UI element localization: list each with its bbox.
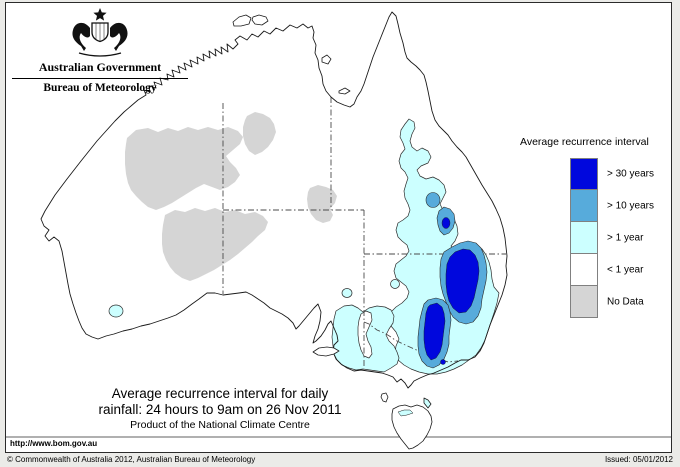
tiwi-island-west (232, 14, 252, 27)
caption-line-3: Product of the National Climate Centre (130, 419, 310, 431)
gov-header: Australian Government Bureau of Meteorol… (0, 6, 200, 94)
gov-title: Australian Government (12, 60, 188, 79)
legend-item: > 30 years (515, 158, 675, 190)
rain-core-qld-central (441, 217, 451, 229)
legend-item: > 10 years (515, 190, 675, 222)
issued-date: Issued: 05/01/2012 (604, 455, 673, 464)
legend-swatch (570, 158, 598, 190)
rain-region-qld-spot (425, 192, 441, 208)
legend-label: > 30 years (607, 168, 654, 180)
rain-regions-gt30years (423, 217, 480, 365)
legend-item: < 1 year (515, 254, 675, 286)
bom-url: http://www.bom.gov.au (10, 439, 98, 448)
mornington-island (338, 87, 351, 95)
rain-region-sa-vic-notch (357, 310, 373, 359)
rain-core-qld-nsw (445, 248, 480, 314)
islands (232, 14, 433, 450)
rain-spot-sa-1 (341, 288, 353, 298)
australia-mainland (41, 12, 507, 388)
rain-dot-nsw-south (440, 359, 446, 365)
legend-label: > 10 years (607, 200, 654, 212)
rain-spot-nsw-west (390, 279, 400, 289)
legend-label: < 1 year (607, 264, 644, 276)
no-data-region-central-wa (125, 127, 243, 210)
tiwi-island-east (251, 14, 269, 26)
tasmania-north-rain-strip (397, 409, 414, 417)
legend-swatch (570, 222, 598, 254)
no-data-region-nt (243, 112, 276, 155)
legend: Average recurrence interval > 30 years > … (515, 136, 675, 318)
legend-swatch (570, 190, 598, 222)
legend-item: No Data (515, 286, 675, 318)
groote-island (321, 54, 332, 65)
australia-coastline (40, 11, 508, 389)
copyright-text: © Commonwealth of Australia 2012, Austra… (7, 455, 256, 464)
no-data-region-wa-sa-border (162, 208, 268, 281)
rain-core-nsw (423, 302, 446, 361)
legend-swatch (570, 286, 598, 318)
flinders-island (423, 397, 432, 409)
legend-title: Average recurrence interval (520, 136, 649, 148)
legend-label: > 1 year (607, 232, 644, 244)
caption-line-1: Average recurrence interval for daily (111, 386, 329, 401)
bureau-title: Bureau of Meteorology (43, 82, 157, 94)
map-caption: Average recurrence interval for daily ra… (40, 386, 400, 432)
rain-spot-sw-wa (108, 304, 124, 318)
no-data-region-nt-qld-border (307, 185, 337, 223)
legend-swatch (570, 254, 598, 286)
legend-item: > 1 year (515, 222, 675, 254)
king-island (380, 392, 389, 403)
no-data-regions (125, 112, 337, 281)
kangaroo-island (312, 346, 340, 357)
legend-label: No Data (607, 296, 644, 308)
caption-line-2: rainfall: 24 hours to 9am on 26 Nov 2011 (98, 402, 342, 417)
legend-rows: > 30 years > 10 years > 1 year < 1 year No D… (515, 158, 675, 318)
coat-of-arms-icon (72, 8, 128, 57)
